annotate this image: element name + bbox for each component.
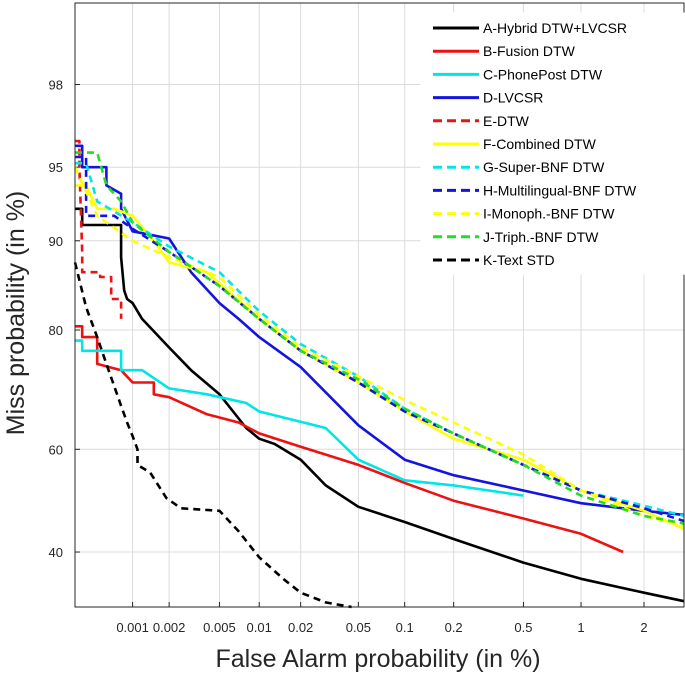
legend-label: I-Monoph.-BNF DTW bbox=[483, 206, 615, 222]
x-axis-label: False Alarm probability (in %) bbox=[215, 645, 540, 673]
x-tick-label: 0.1 bbox=[396, 620, 414, 635]
series-line-g bbox=[75, 161, 685, 518]
x-tick-label: 0.2 bbox=[445, 620, 463, 635]
legend-label: K-Text STD bbox=[483, 252, 555, 268]
y-tick-label: 60 bbox=[49, 442, 63, 457]
legend-label: F-Combined DTW bbox=[483, 136, 597, 152]
x-tick-label: 1 bbox=[577, 620, 584, 635]
series-line-k bbox=[73, 262, 352, 609]
series-line-h bbox=[75, 155, 685, 523]
x-axis-ticks: 0.001 0.002 0.005 0.01 0.02 0.05 0.1 0.2 0.5 1 2 bbox=[116, 602, 648, 635]
legend-label: D-LVCSR bbox=[483, 90, 543, 106]
y-axis-ticks: 40 60 80 90 95 98 bbox=[49, 77, 80, 560]
series-line-b bbox=[75, 325, 624, 554]
legend-label: G-Super-BNF DTW bbox=[483, 159, 605, 175]
legend: A-Hybrid DTW+LVCSR B-Fusion DTW C-PhonePos… bbox=[420, 12, 685, 275]
series-line-a bbox=[75, 207, 685, 603]
x-tick-label: 0.5 bbox=[514, 620, 532, 635]
series-lines bbox=[73, 139, 685, 609]
legend-label: E-DTW bbox=[483, 113, 530, 129]
y-tick-label: 98 bbox=[49, 77, 63, 92]
series-line-i bbox=[73, 166, 685, 528]
y-tick-label: 95 bbox=[49, 160, 63, 175]
x-tick-label: 0.001 bbox=[116, 620, 149, 635]
x-tick-label: 2 bbox=[640, 620, 647, 635]
y-tick-label: 90 bbox=[49, 234, 63, 249]
plot-frame bbox=[74, 2, 685, 608]
series-line-d bbox=[75, 144, 685, 517]
legend-label: H-Multilingual-BNF DTW bbox=[483, 182, 637, 198]
series-line-e bbox=[75, 139, 123, 319]
y-tick-label: 40 bbox=[49, 545, 63, 560]
legend-label: J-Triph.-BNF DTW bbox=[483, 229, 599, 245]
legend-label: B-Fusion DTW bbox=[483, 43, 576, 59]
legend-label: A-Hybrid DTW+LVCSR bbox=[483, 20, 627, 36]
series-line-c bbox=[75, 339, 524, 497]
legend-label: C-PhonePost DTW bbox=[483, 66, 603, 82]
x-tick-label: 0.005 bbox=[203, 620, 236, 635]
x-tick-label: 0.05 bbox=[346, 620, 371, 635]
y-axis-label: Miss probability (in %) bbox=[2, 191, 30, 436]
y-tick-label: 80 bbox=[49, 323, 63, 338]
x-tick-label: 0.01 bbox=[247, 620, 272, 635]
x-tick-label: 0.02 bbox=[288, 620, 313, 635]
x-tick-label: 0.002 bbox=[153, 620, 186, 635]
